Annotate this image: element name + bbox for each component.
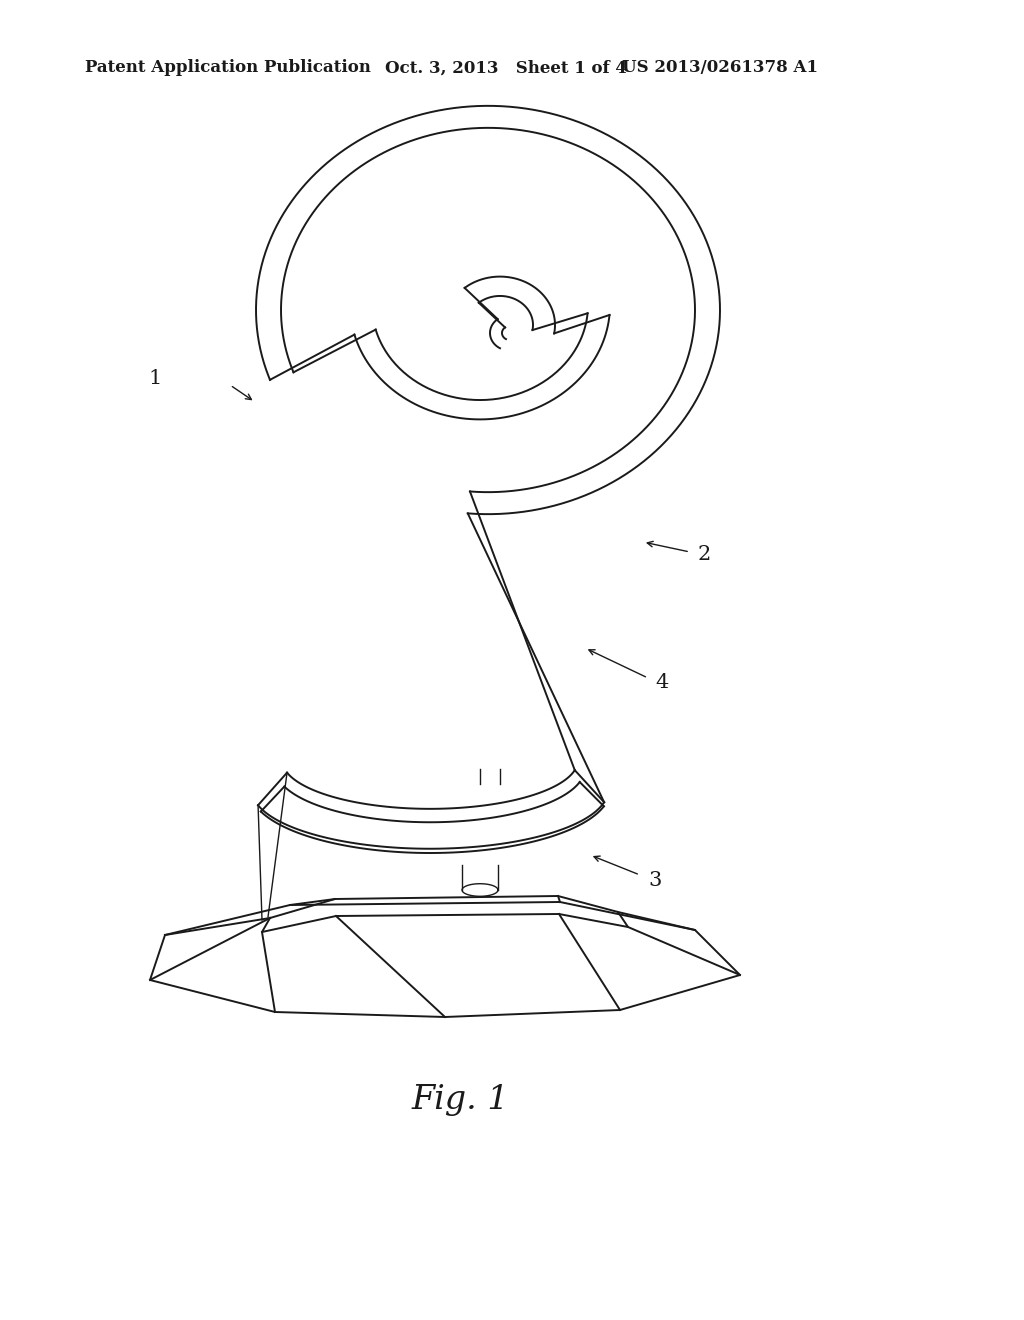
Text: 4: 4 [655, 672, 669, 692]
Text: 1: 1 [148, 368, 162, 388]
Text: US 2013/0261378 A1: US 2013/0261378 A1 [622, 59, 818, 77]
Text: Patent Application Publication: Patent Application Publication [85, 59, 371, 77]
Text: 3: 3 [648, 870, 662, 890]
Text: 2: 2 [698, 545, 712, 565]
Text: Oct. 3, 2013   Sheet 1 of 4: Oct. 3, 2013 Sheet 1 of 4 [385, 59, 627, 77]
Text: Fig. 1: Fig. 1 [412, 1084, 509, 1115]
